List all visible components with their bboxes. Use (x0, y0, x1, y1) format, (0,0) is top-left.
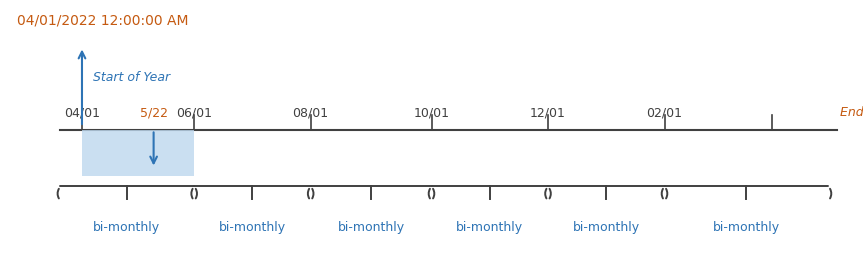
Text: Start of Year: Start of Year (93, 71, 170, 84)
Text: 5/22: 5/22 (140, 106, 167, 119)
Text: bi-monthly: bi-monthly (456, 221, 523, 234)
Text: 08/01: 08/01 (293, 106, 329, 119)
Bar (82, 130, 194, 176)
Text: bi-monthly: bi-monthly (337, 221, 405, 234)
Text: bi-monthly: bi-monthly (93, 221, 161, 234)
Text: bi-monthly: bi-monthly (713, 221, 780, 234)
Text: End of Year: End of Year (840, 106, 863, 119)
Text: 04/01: 04/01 (64, 106, 100, 119)
Text: 04/01/2022 12:00:00 AM: 04/01/2022 12:00:00 AM (17, 14, 189, 28)
Text: 02/01: 02/01 (646, 106, 683, 119)
Text: bi-monthly: bi-monthly (218, 221, 286, 234)
Text: 12/01: 12/01 (530, 106, 566, 119)
Text: 10/01: 10/01 (413, 106, 450, 119)
Text: bi-monthly: bi-monthly (573, 221, 640, 234)
Text: 06/01: 06/01 (176, 106, 212, 119)
